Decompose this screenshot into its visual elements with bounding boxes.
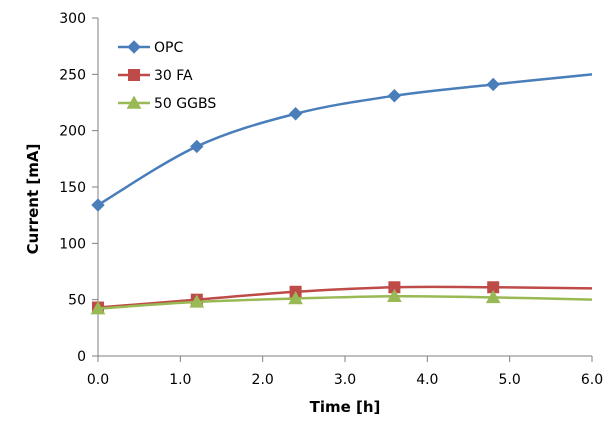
data-point-50-ggbs [90, 301, 106, 315]
legend-item-50-ggbs: 50 GGBS [118, 95, 216, 112]
y-tick-label: 50 [68, 293, 86, 309]
legend: OPC 30 FA 50 GGBS [118, 40, 216, 112]
x-axis-title: Time [h] [310, 398, 381, 416]
series-line-30-fa [97, 285, 593, 309]
legend-marker-30-fa [128, 69, 140, 81]
series-layer [90, 73, 593, 315]
series-line-opc [97, 73, 593, 207]
x-tick-label: 5.0 [499, 372, 521, 388]
data-point-opc [190, 139, 204, 154]
axes: 0 50 100 150 200 250 300 0.0 1.0 2.0 3.0 4.0 5.0 6.0 [59, 11, 603, 388]
y-tick-label: 300 [59, 11, 86, 27]
x-tick-label: 4.0 [416, 372, 438, 388]
y-tick-label: 200 [59, 124, 86, 140]
legend-marker-opc [127, 40, 141, 54]
y-tick-label: 0 [77, 349, 86, 365]
data-point-opc [387, 89, 402, 103]
legend-item-opc: OPC [118, 40, 183, 56]
data-point-50-ggbs [288, 291, 303, 305]
legend-label-30-fa: 30 FA [154, 68, 193, 84]
x-tick-label: 3.0 [334, 372, 356, 388]
data-point-50-ggbs [387, 288, 402, 302]
data-point-opc [288, 107, 303, 121]
y-tick-label: 100 [59, 236, 86, 252]
data-point-50-ggbs [189, 294, 205, 308]
data-point-50-ggbs [485, 289, 501, 304]
y-tick-label: 150 [59, 180, 86, 196]
legend-item-30-fa: 30 FA [118, 68, 193, 84]
series-50-ggbs [90, 288, 593, 315]
x-tick-label: 1.0 [169, 372, 191, 388]
x-tick-label: 2.0 [252, 372, 274, 388]
legend-label-opc: OPC [154, 40, 183, 56]
legend-marker-50-ggbs [126, 95, 142, 109]
legend-label-50-ggbs: 50 GGBS [154, 96, 216, 112]
y-axis-title: Current [mA] [24, 144, 42, 255]
x-tick-label: 6.0 [581, 372, 603, 388]
x-tick-label: 0.0 [87, 372, 109, 388]
data-point-opc [486, 77, 500, 92]
series-line-50-ggbs [97, 295, 593, 310]
y-tick-label: 250 [59, 67, 86, 83]
series-opc [91, 73, 593, 212]
data-point-opc [91, 198, 105, 212]
